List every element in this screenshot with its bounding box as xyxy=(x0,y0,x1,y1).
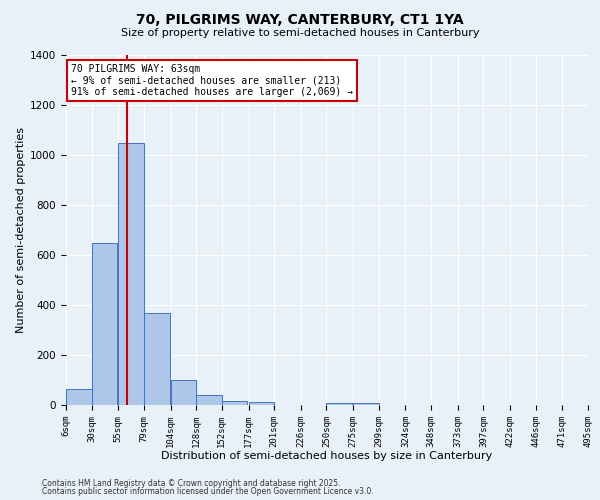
Text: 70 PILGRIMS WAY: 63sqm
← 9% of semi-detached houses are smaller (213)
91% of sem: 70 PILGRIMS WAY: 63sqm ← 9% of semi-deta… xyxy=(71,64,353,97)
Y-axis label: Number of semi-detached properties: Number of semi-detached properties xyxy=(16,127,26,333)
Text: Size of property relative to semi-detached houses in Canterbury: Size of property relative to semi-detach… xyxy=(121,28,479,38)
Text: Contains HM Land Registry data © Crown copyright and database right 2025.: Contains HM Land Registry data © Crown c… xyxy=(42,478,341,488)
Bar xyxy=(196,394,222,405)
Bar xyxy=(170,380,196,405)
Text: 70, PILGRIMS WAY, CANTERBURY, CT1 1YA: 70, PILGRIMS WAY, CANTERBURY, CT1 1YA xyxy=(136,12,464,26)
Text: Contains public sector information licensed under the Open Government Licence v3: Contains public sector information licen… xyxy=(42,487,374,496)
Bar xyxy=(66,389,92,405)
Bar xyxy=(353,402,379,405)
Bar xyxy=(326,402,352,405)
Bar xyxy=(92,242,117,405)
Bar xyxy=(222,401,247,405)
X-axis label: Distribution of semi-detached houses by size in Canterbury: Distribution of semi-detached houses by … xyxy=(161,451,493,461)
Bar xyxy=(144,312,170,405)
Bar xyxy=(248,402,274,405)
Bar xyxy=(118,142,144,405)
